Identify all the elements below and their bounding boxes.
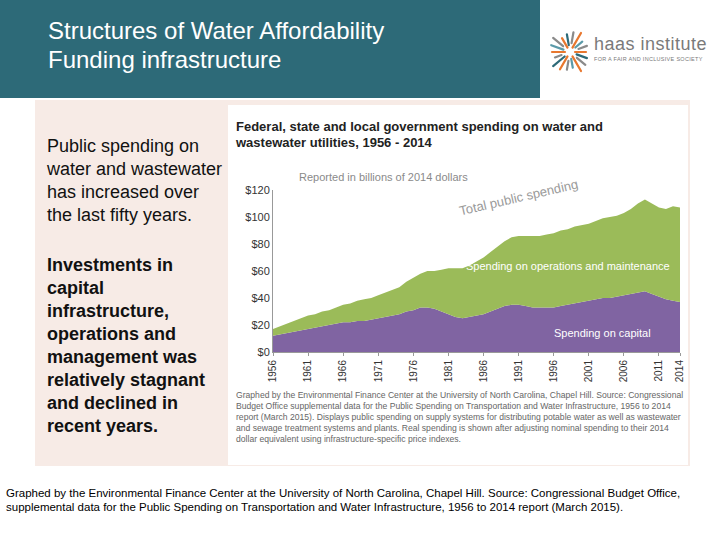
svg-text:2001: 2001 [583, 360, 594, 383]
svg-text:$20: $20 [251, 319, 269, 331]
html-text:haas institute: haas institute [594, 34, 708, 54]
html-text:Federal, state and local gover: Federal, state and local government spen… [236, 119, 603, 150]
svg-text:2014: 2014 [674, 360, 685, 383]
svg-text:1956: 1956 [267, 360, 278, 383]
svg-text:2006: 2006 [618, 360, 629, 383]
svg-text:1986: 1986 [478, 360, 489, 383]
svg-text:Total public spending: Total public spending [458, 177, 580, 219]
svg-text:1981: 1981 [443, 360, 454, 383]
svg-text:1991: 1991 [513, 360, 524, 383]
html-text:Structures of Water Affordabil: Structures of Water Affordability [48, 17, 385, 44]
svg-text:$120: $120 [245, 184, 269, 196]
svg-text:1976: 1976 [408, 360, 419, 383]
svg-text:1996: 1996 [548, 360, 559, 383]
svg-text:1961: 1961 [302, 360, 313, 383]
html-text:Public spending on water and w: Public spending on water and wastewater … [47, 136, 223, 225]
svg-text:$0: $0 [258, 346, 270, 358]
svg-text:2011: 2011 [653, 360, 664, 382]
html-text:Graphed by the Environmental F: Graphed by the Environmental Finance Cen… [236, 390, 684, 444]
svg-text:Reported in billions of 2014 d: Reported in billions of 2014 dollars [299, 171, 468, 183]
html-text:FOR A FAIR AND INCLUSIVE SOCIE: FOR A FAIR AND INCLUSIVE SOCIETY [594, 56, 703, 62]
html-text:Graphed by the Environmental F: Graphed by the Environmental Finance Cen… [6, 487, 681, 513]
html-text:Funding infrastructure: Funding infrastructure [48, 46, 282, 73]
svg-text:$40: $40 [251, 292, 269, 304]
svg-text:$100: $100 [245, 211, 269, 223]
svg-text:$60: $60 [251, 265, 269, 277]
svg-text:1966: 1966 [337, 360, 348, 383]
html-text:Investments in capital infrast: Investments in capital infrastructure, o… [47, 255, 206, 436]
svg-text:1971: 1971 [373, 360, 384, 383]
svg-text:$80: $80 [251, 238, 269, 250]
svg-text:Spending on capital: Spending on capital [554, 327, 651, 339]
svg-text:Spending on operations and mai: Spending on operations and maintenance [466, 260, 670, 272]
